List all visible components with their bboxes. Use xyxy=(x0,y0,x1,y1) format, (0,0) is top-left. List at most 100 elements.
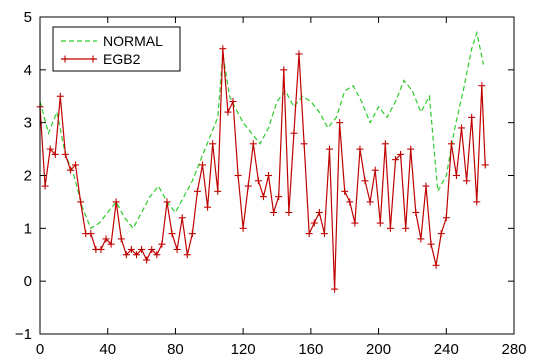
data-point-egb2 xyxy=(280,66,288,74)
data-point-egb2 xyxy=(193,187,201,195)
x-tick-label: 80 xyxy=(167,341,184,358)
legend-item-egb2: EGB2 xyxy=(61,51,141,67)
data-point-egb2 xyxy=(254,177,262,185)
data-point-egb2 xyxy=(341,187,349,195)
data-point-egb2 xyxy=(61,150,69,158)
data-point-egb2 xyxy=(224,108,232,116)
data-point-egb2 xyxy=(97,245,105,253)
x-tick-label: 0 xyxy=(36,341,44,358)
data-point-egb2 xyxy=(481,161,489,169)
data-point-egb2 xyxy=(66,166,74,174)
data-point-egb2 xyxy=(392,156,399,164)
data-point-egb2 xyxy=(407,145,415,153)
x-tick-label: 240 xyxy=(434,341,459,358)
data-point-egb2 xyxy=(112,198,120,206)
x-tick-label: 40 xyxy=(99,341,116,358)
data-point-egb2 xyxy=(183,251,191,259)
data-point-egb2 xyxy=(244,182,252,190)
x-tick-label: 280 xyxy=(501,341,526,358)
legend-label: NORMAL xyxy=(103,33,163,49)
data-point-egb2 xyxy=(148,245,156,253)
data-point-egb2 xyxy=(87,230,95,238)
data-point-egb2 xyxy=(285,208,293,216)
data-point-egb2 xyxy=(239,224,247,232)
data-point-egb2 xyxy=(402,224,410,232)
data-point-egb2 xyxy=(234,172,242,179)
data-point-egb2 xyxy=(463,177,471,185)
data-point-egb2 xyxy=(366,198,374,206)
data-point-egb2 xyxy=(158,240,166,248)
legend-box xyxy=(52,26,181,72)
data-point-egb2 xyxy=(199,161,207,169)
data-point-egb2 xyxy=(351,219,359,227)
data-point-egb2 xyxy=(295,50,303,58)
data-point-egb2 xyxy=(422,182,430,190)
data-point-egb2 xyxy=(143,256,151,264)
x-tick-label: 160 xyxy=(298,341,323,358)
data-point-egb2 xyxy=(41,182,49,190)
data-point-egb2 xyxy=(331,285,339,293)
legend: NORMAL EGB2 xyxy=(52,26,181,72)
data-point-egb2 xyxy=(442,214,450,222)
data-point-egb2 xyxy=(229,98,237,106)
y-tick-label: 3 xyxy=(24,115,32,132)
data-point-egb2 xyxy=(346,198,354,206)
data-point-egb2 xyxy=(72,161,80,169)
data-point-egb2 xyxy=(458,124,466,132)
y-tick-label: 2 xyxy=(24,168,32,185)
data-point-egb2 xyxy=(386,224,394,232)
data-point-egb2 xyxy=(138,245,146,253)
data-point-egb2 xyxy=(275,193,283,201)
data-point-egb2 xyxy=(381,140,389,148)
x-tick-label: 120 xyxy=(231,341,256,358)
y-tick-label: 0 xyxy=(24,273,32,290)
data-point-egb2 xyxy=(305,230,313,238)
data-point-egb2 xyxy=(361,177,369,185)
data-point-egb2 xyxy=(102,235,110,243)
series-layer xyxy=(36,30,489,293)
data-point-egb2 xyxy=(163,198,171,206)
x-tick-label: 200 xyxy=(366,341,391,358)
data-point-egb2 xyxy=(468,113,476,121)
data-point-egb2 xyxy=(178,214,186,222)
series-line-normal xyxy=(39,30,485,230)
data-point-egb2 xyxy=(209,140,217,148)
data-point-egb2 xyxy=(122,251,130,259)
data-point-egb2 xyxy=(412,208,420,216)
data-point-egb2 xyxy=(315,208,323,216)
y-tick-label: 4 xyxy=(24,62,32,79)
data-point-egb2 xyxy=(51,150,59,158)
data-point-egb2 xyxy=(356,145,364,153)
data-point-egb2 xyxy=(265,172,273,179)
data-point-egb2 xyxy=(447,140,455,148)
data-point-egb2 xyxy=(397,150,405,158)
y-tick-label: 5 xyxy=(24,9,32,26)
data-point-egb2 xyxy=(437,230,445,238)
data-point-egb2 xyxy=(320,230,328,238)
data-point-egb2 xyxy=(127,245,135,253)
data-point-egb2 xyxy=(219,45,227,53)
data-point-egb2 xyxy=(417,235,425,243)
data-point-egb2 xyxy=(168,230,176,238)
data-point-egb2 xyxy=(473,198,481,206)
data-point-egb2 xyxy=(107,240,115,248)
data-point-egb2 xyxy=(478,82,486,90)
data-point-egb2 xyxy=(204,203,212,211)
data-point-egb2 xyxy=(249,140,257,148)
data-point-egb2 xyxy=(117,235,125,243)
data-point-egb2 xyxy=(427,240,435,248)
data-point-egb2 xyxy=(290,129,298,137)
data-point-egb2 xyxy=(325,145,333,153)
legend-item-normal: NORMAL xyxy=(61,33,163,49)
data-point-egb2 xyxy=(153,251,161,259)
data-point-egb2 xyxy=(188,230,196,238)
data-point-egb2 xyxy=(336,119,344,127)
data-point-egb2 xyxy=(452,172,460,179)
data-point-egb2 xyxy=(371,166,379,174)
y-tick-label: 1 xyxy=(24,220,32,237)
data-point-egb2 xyxy=(432,261,440,269)
data-point-egb2 xyxy=(376,219,384,227)
data-point-egb2 xyxy=(132,251,140,259)
